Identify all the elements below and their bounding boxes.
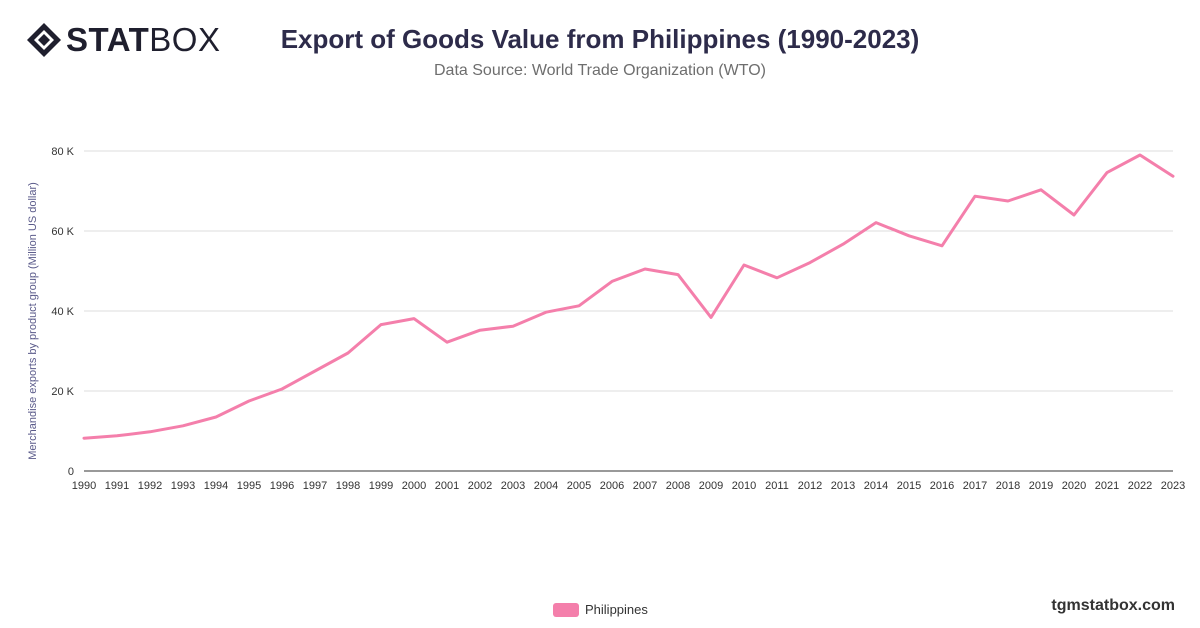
- x-tick-label: 2014: [864, 480, 888, 492]
- x-tick-label: 2010: [732, 480, 756, 492]
- series-line-philippines: [82, 153, 1175, 440]
- y-tick-label: 60 K: [51, 226, 74, 238]
- x-tick-label: 1991: [105, 480, 129, 492]
- watermark: tgmstatbox.com: [1051, 597, 1175, 614]
- x-tick-label: 1994: [204, 480, 228, 492]
- legend[interactable]: Philippines: [553, 602, 648, 617]
- logo-light: BOX: [149, 21, 221, 58]
- x-tick-label: 2016: [930, 480, 954, 492]
- x-tick-label: 2013: [831, 480, 855, 492]
- x-tick-label: 2021: [1095, 480, 1119, 492]
- x-tick-label: 2006: [600, 480, 624, 492]
- x-tick-label: 2002: [468, 480, 492, 492]
- statbox-logo: STATBOX: [26, 22, 220, 58]
- x-tick-label: 1993: [171, 480, 195, 492]
- x-tick-label: 2017: [963, 480, 987, 492]
- y-tick-label: 0: [68, 466, 74, 478]
- y-tick-label: 40 K: [51, 306, 74, 318]
- x-tick-label: 1997: [303, 480, 327, 492]
- x-tick-label: 2009: [699, 480, 723, 492]
- x-tick-label: 2001: [435, 480, 459, 492]
- chart-subtitle: Data Source: World Trade Organization (W…: [434, 62, 766, 79]
- x-tick-label: 1996: [270, 480, 294, 492]
- legend-label-philippines: Philippines: [585, 602, 648, 617]
- x-tick-label: 2018: [996, 480, 1020, 492]
- x-tick-label: 2019: [1029, 480, 1053, 492]
- y-tick-label: 20 K: [51, 386, 74, 398]
- legend-swatch-philippines: [553, 602, 579, 617]
- x-tick-label: 2003: [501, 480, 525, 492]
- x-tick-label: 2005: [567, 480, 591, 492]
- x-tick-label: 1995: [237, 480, 261, 492]
- x-tick-label: 2015: [897, 480, 921, 492]
- y-tick-label: 80 K: [51, 146, 74, 158]
- x-tick-label: 1990: [72, 480, 96, 492]
- x-tick-label: 1999: [369, 480, 393, 492]
- x-tick-label: 2000: [402, 480, 426, 492]
- chart-title: Export of Goods Value from Philippines (…: [280, 24, 920, 54]
- x-tick-label: 1992: [138, 480, 162, 492]
- x-tick-label: 2004: [534, 480, 558, 492]
- logo-bold: STAT: [66, 21, 150, 58]
- x-tick-label: 2012: [798, 480, 822, 492]
- logo-wordmark: STATBOX: [66, 22, 220, 58]
- x-tick-label: 2022: [1128, 480, 1152, 492]
- x-tick-label: 2007: [633, 480, 657, 492]
- x-tick-label: 1998: [336, 480, 360, 492]
- diamond-logo-icon: [27, 23, 61, 57]
- x-tick-label: 2023: [1161, 480, 1185, 492]
- y-axis-title: Merchandise exports by product group (Mi…: [27, 182, 39, 460]
- x-tick-label: 2008: [666, 480, 690, 492]
- x-tick-label: 2020: [1062, 480, 1086, 492]
- x-tick-label: 2011: [765, 480, 789, 492]
